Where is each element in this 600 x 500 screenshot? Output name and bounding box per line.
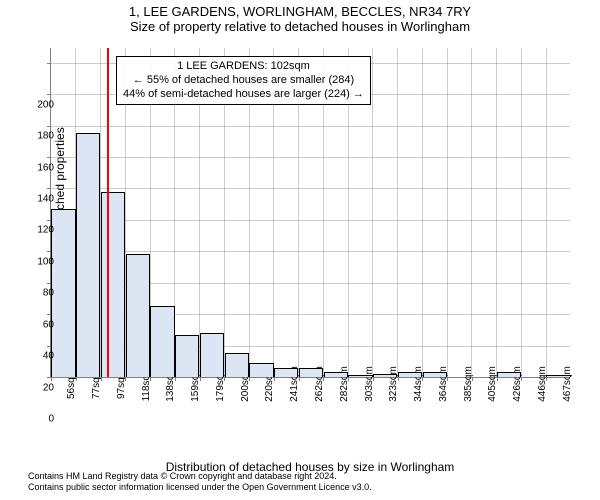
histogram-bar bbox=[546, 375, 570, 377]
xtick-mark bbox=[175, 377, 176, 381]
xtick-mark bbox=[200, 377, 201, 381]
histogram-bar bbox=[150, 306, 174, 377]
histogram-bar bbox=[299, 368, 323, 377]
gridline-h bbox=[51, 157, 570, 158]
xtick-mark bbox=[51, 377, 52, 381]
histogram-bar bbox=[126, 254, 150, 377]
gridline-v bbox=[397, 48, 398, 377]
ytick-mark bbox=[47, 63, 51, 64]
ytick-label: 60 bbox=[43, 319, 54, 330]
gridline-v bbox=[372, 48, 373, 377]
ytick-label: 160 bbox=[37, 162, 54, 173]
xtick-mark bbox=[224, 377, 225, 381]
gridline-v bbox=[471, 48, 472, 377]
footer-attribution: Contains HM Land Registry data © Crown c… bbox=[28, 471, 372, 494]
xtick-mark bbox=[398, 377, 399, 381]
xtick-mark bbox=[299, 377, 300, 381]
ytick-mark bbox=[47, 94, 51, 95]
ytick-label: 0 bbox=[48, 414, 54, 425]
histogram-bar bbox=[101, 192, 125, 377]
gridline-v bbox=[422, 48, 423, 377]
gridline-v bbox=[447, 48, 448, 377]
gridline-v bbox=[496, 48, 497, 377]
histogram-bar bbox=[398, 372, 422, 377]
histogram-bar bbox=[497, 372, 521, 377]
histogram-bar bbox=[76, 133, 100, 377]
ytick-label: 100 bbox=[37, 256, 54, 267]
histogram-bar bbox=[225, 353, 249, 377]
xtick-mark bbox=[101, 377, 102, 381]
ytick-label: 180 bbox=[37, 131, 54, 142]
xtick-mark bbox=[348, 377, 349, 381]
ytick-mark bbox=[47, 157, 51, 158]
ytick-label: 20 bbox=[43, 382, 54, 393]
xtick-mark bbox=[373, 377, 374, 381]
gridline-h bbox=[51, 188, 570, 189]
xtick-mark bbox=[76, 377, 77, 381]
xtick-mark bbox=[422, 377, 423, 381]
gridline-h bbox=[51, 251, 570, 252]
histogram-bar bbox=[423, 372, 447, 377]
histogram-bar bbox=[200, 333, 224, 377]
chart-container: Number of detached properties 56sqm77sqm… bbox=[50, 48, 580, 418]
ytick-label: 140 bbox=[37, 194, 54, 205]
histogram-bar bbox=[51, 209, 75, 377]
histogram-bar bbox=[175, 335, 199, 377]
gridline-h bbox=[51, 126, 570, 127]
chart-title-address: 1, LEE GARDENS, WORLINGHAM, BECCLES, NR3… bbox=[0, 4, 600, 19]
ytick-label: 120 bbox=[37, 225, 54, 236]
ytick-mark bbox=[47, 126, 51, 127]
annotation-line: 1 LEE GARDENS: 102sqm bbox=[123, 60, 364, 74]
gridline-v bbox=[521, 48, 522, 377]
ytick-label: 80 bbox=[43, 288, 54, 299]
gridline-v bbox=[546, 48, 547, 377]
histogram-bar bbox=[249, 363, 273, 377]
xtick-mark bbox=[497, 377, 498, 381]
xtick-mark bbox=[323, 377, 324, 381]
annotation-line: 44% of semi-detached houses are larger (… bbox=[123, 88, 364, 102]
annotation-box: 1 LEE GARDENS: 102sqm← 55% of detached h… bbox=[116, 56, 371, 105]
xtick-mark bbox=[447, 377, 448, 381]
xtick-mark bbox=[150, 377, 151, 381]
footer-line1: Contains HM Land Registry data © Crown c… bbox=[28, 471, 372, 483]
annotation-line: ← 55% of detached houses are smaller (28… bbox=[123, 74, 364, 88]
xtick-mark bbox=[274, 377, 275, 381]
xtick-mark bbox=[249, 377, 250, 381]
footer-line2: Contains public sector information licen… bbox=[28, 482, 372, 494]
reference-line bbox=[107, 48, 109, 377]
xtick-label: 467sqm bbox=[562, 366, 573, 402]
ytick-mark bbox=[47, 188, 51, 189]
ytick-label: 40 bbox=[43, 351, 54, 362]
plot-area: 56sqm77sqm97sqm118sqm138sqm159sqm179sqm2… bbox=[50, 48, 570, 378]
xtick-mark bbox=[546, 377, 547, 381]
xtick-mark bbox=[125, 377, 126, 381]
histogram-bar bbox=[324, 372, 348, 377]
xtick-mark bbox=[521, 377, 522, 381]
histogram-bar bbox=[274, 368, 298, 377]
histogram-bar bbox=[373, 374, 397, 377]
histogram-bar bbox=[348, 375, 372, 377]
xtick-mark bbox=[472, 377, 473, 381]
gridline-h bbox=[51, 220, 570, 221]
ytick-label: 200 bbox=[37, 99, 54, 110]
chart-title-subtitle: Size of property relative to detached ho… bbox=[0, 19, 600, 34]
